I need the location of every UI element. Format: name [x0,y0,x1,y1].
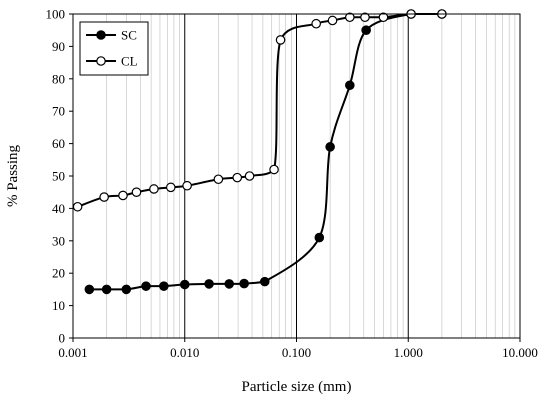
data-point-sc [84,284,95,295]
y-tick-label: 20 [52,266,65,281]
data-point-sc [204,279,214,289]
data-point-sc [159,281,169,291]
data-point-sc [121,284,132,295]
data-point-sc [224,279,235,289]
y-tick-label: 10 [52,298,65,313]
legend-marker-cl [96,56,106,66]
data-point-sc [101,284,112,295]
data-point-sc [239,278,249,289]
y-axis-title: % Passing [5,144,21,207]
data-point-cl [378,12,389,23]
data-point-cl [244,171,255,181]
x-tick-label: 1.000 [394,345,423,360]
data-point-sc [361,25,371,35]
data-point-cl [269,164,279,175]
data-point-cl [131,187,142,197]
legend: SC CL [79,21,149,76]
data-point-cl [118,190,128,201]
data-point-cl [275,35,286,45]
data-point-cl [182,180,192,191]
data-point-cl [311,18,321,29]
x-tick-label: 0.001 [58,345,87,360]
data-point-sc [314,232,325,243]
data-point-cl [213,174,224,185]
y-tick-label: 30 [52,233,65,248]
x-axis-title: Particle size (mm) [242,379,352,395]
data-point-cl [72,201,83,212]
data-point-cl [360,12,370,23]
legend-label-cl: CL [121,54,138,69]
x-tick-label: 0.100 [282,345,311,360]
y-tick-label: 40 [52,201,65,216]
x-tick-label: 0.010 [170,345,199,360]
data-point-sc [345,80,355,91]
y-tick-label: 80 [52,71,65,86]
axis-ticks: 0.001 0.010 0.100 1.000 10.000 0 10 20 30 40 50 60 7… [46,7,538,361]
y-tick-label: 50 [52,169,65,184]
y-tick-label: 70 [52,104,65,119]
legend-marker-sc [96,30,106,40]
y-tick-label: 60 [52,136,65,151]
y-tick-label: 100 [46,7,66,22]
data-point-cl [149,184,159,194]
x-tick-label: 10.000 [502,345,538,360]
data-point-cl [232,172,243,183]
data-point-cl [327,15,338,26]
data-point-sc [179,279,190,290]
data-point-cl [345,12,355,23]
data-point-sc [259,276,270,287]
data-point-cl [99,192,109,202]
legend-label-sc: SC [121,28,137,43]
data-point-sc [141,281,151,291]
data-point-cl [165,182,176,193]
legend-box [79,21,149,76]
data-point-sc [325,142,335,152]
y-tick-label: 90 [52,39,65,54]
y-tick-label: 0 [59,331,66,346]
